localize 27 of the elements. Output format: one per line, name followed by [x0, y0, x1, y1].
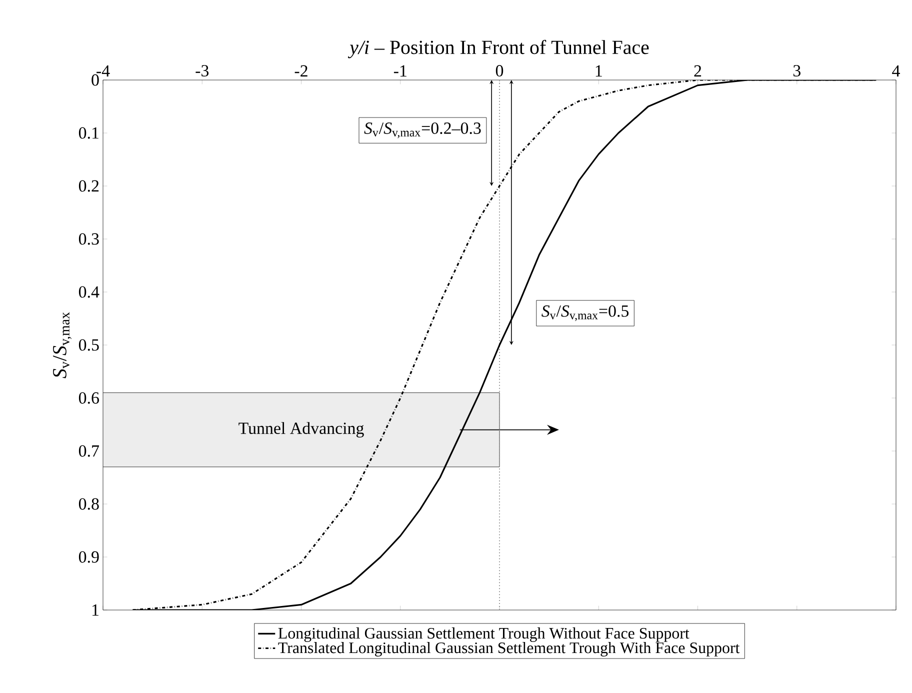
x-tick-label: 4	[892, 65, 900, 76]
x-axis-title: y/i – Position In Front of Tunnel Face	[348, 40, 649, 58]
legend-label: Translated Longitudinal Gaussian Settlement Trough With Face Support	[278, 642, 740, 656]
annotation: S$_{v}$/S$_{v,max}$=0.5	[542, 305, 629, 322]
y-tick-label: 0.3	[78, 233, 99, 245]
y-tick-label: 0.7	[78, 445, 99, 457]
y-tick-label: 0.2	[78, 180, 99, 192]
annotation: S$_{v}$/S$_{v,max}$=0.2–0.3	[364, 122, 481, 138]
y-tick-label: 0.9	[78, 551, 99, 563]
legend-label: Longitudinal Gaussian Settlement Trough Without Face Support	[278, 627, 690, 642]
y-tick-label: 0	[92, 74, 99, 86]
x-tick-label: 1	[596, 65, 602, 76]
band-label: Tunnel Advancing	[238, 422, 364, 438]
x-tick-label: -1	[394, 65, 406, 76]
x-tick-label: -2	[294, 65, 308, 76]
y-tick-label: 0.8	[78, 498, 99, 510]
x-tick-label: 2	[694, 65, 702, 76]
y-tick-label: 0.1	[78, 127, 98, 139]
x-tick-label: -3	[196, 65, 209, 76]
y-tick-label: 1	[92, 604, 98, 616]
y-tick-label: 0.6	[78, 392, 99, 404]
x-tick-label: -4	[96, 65, 110, 76]
x-tick-label: 0	[496, 65, 504, 76]
y-axis-title: S$_{v}$/S$_{v,max}$	[53, 312, 72, 378]
y-tick-label: 0.5	[78, 339, 99, 351]
y-tick-label: 0.4	[78, 286, 100, 298]
x-tick-label: 3	[793, 65, 800, 76]
